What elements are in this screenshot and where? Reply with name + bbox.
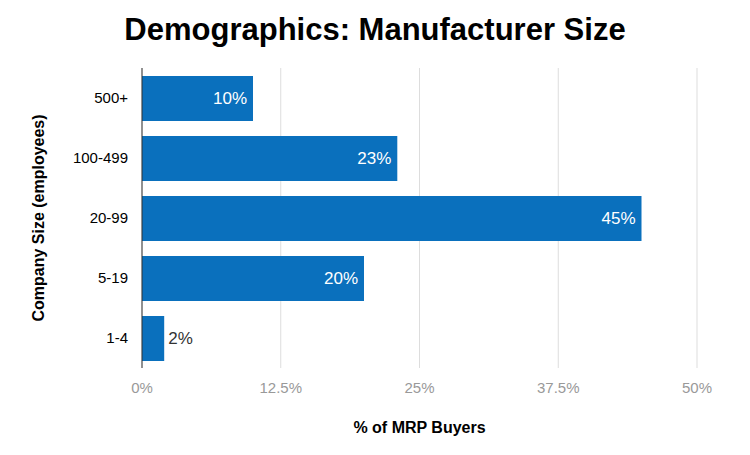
svg-text:20%: 20% [324, 269, 358, 288]
svg-text:10%: 10% [213, 89, 247, 108]
svg-text:Company Size (employees): Company Size (employees) [30, 114, 47, 321]
svg-text:100-499: 100-499 [73, 149, 128, 166]
svg-text:% of MRP Buyers: % of MRP Buyers [353, 419, 485, 436]
svg-text:25%: 25% [404, 379, 434, 396]
svg-text:37.5%: 37.5% [537, 379, 580, 396]
svg-text:50%: 50% [682, 379, 712, 396]
html-text:Demographics: Manufacturer Siz: Demographics: Manufacturer Size [124, 12, 626, 47]
svg-text:500+: 500+ [94, 89, 128, 106]
svg-text:23%: 23% [357, 149, 391, 168]
svg-text:1-4: 1-4 [106, 329, 128, 346]
svg-text:2%: 2% [168, 329, 193, 348]
svg-text:45%: 45% [601, 209, 635, 228]
svg-text:0%: 0% [131, 379, 153, 396]
svg-text:5-19: 5-19 [98, 269, 128, 286]
svg-text:12.5%: 12.5% [259, 379, 302, 396]
svg-text:20-99: 20-99 [90, 209, 128, 226]
